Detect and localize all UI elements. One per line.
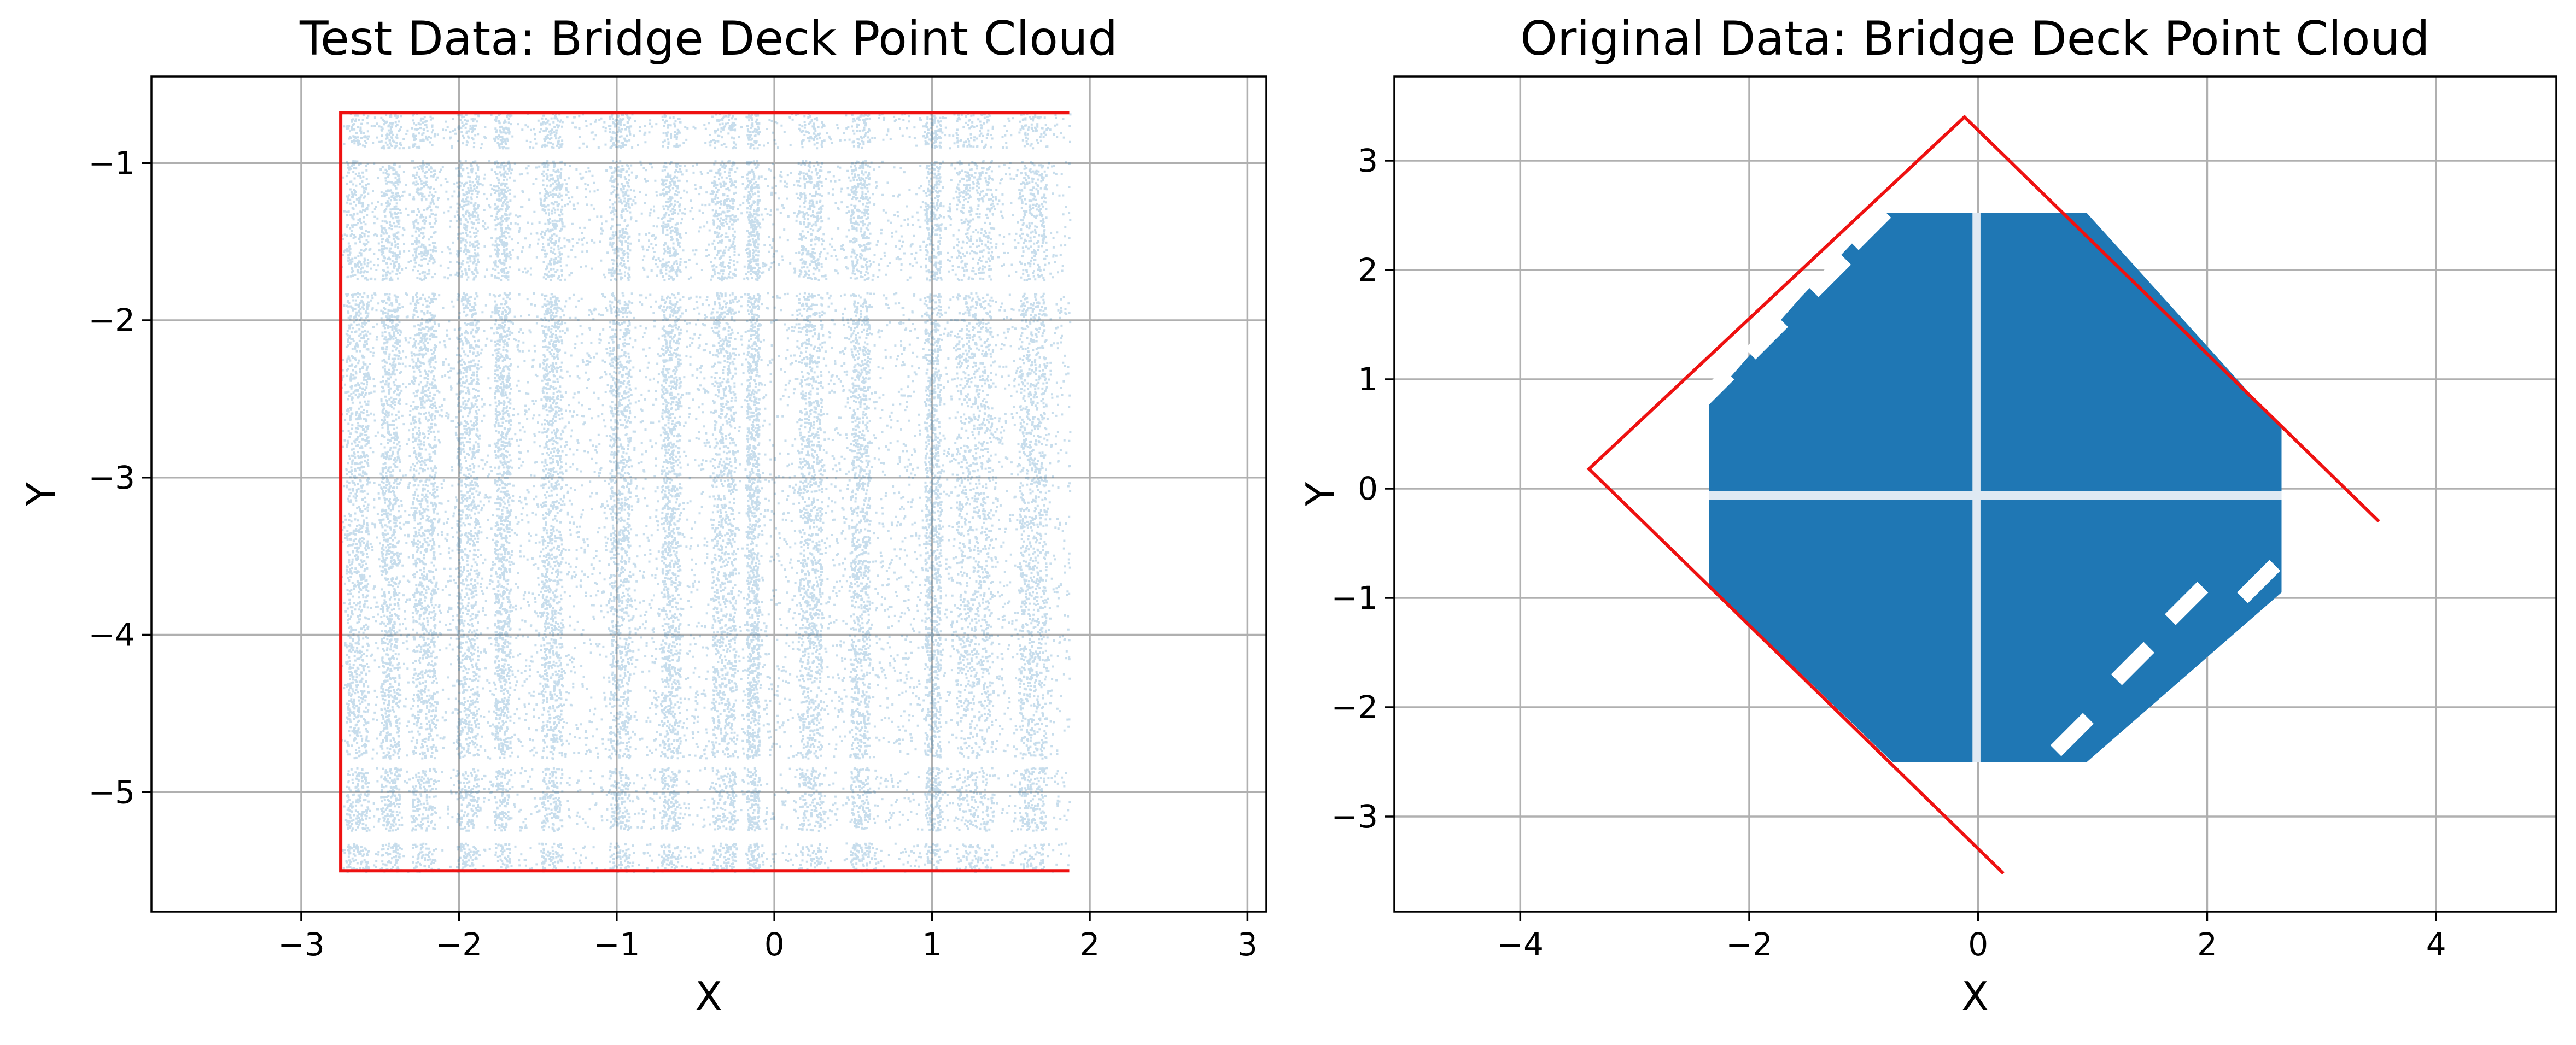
y-tick-label: 0 bbox=[1358, 470, 1378, 507]
right-y-axis-label: Y bbox=[1298, 482, 1344, 507]
point-gap bbox=[1972, 213, 1981, 762]
x-tick-label: 4 bbox=[2426, 926, 2446, 963]
left-chart: −3 −2 −1 0 1 2 3 −5 −4 −3 −2 −1 Test Data: Bridge … bbox=[18, 11, 1267, 1019]
y-tick-label: 3 bbox=[1358, 142, 1378, 179]
point-notch bbox=[1744, 316, 1789, 360]
point-notch bbox=[2237, 560, 2281, 603]
right-axes-frame bbox=[1393, 75, 2557, 913]
y-tick-label: −3 bbox=[89, 459, 136, 496]
left-grid bbox=[151, 77, 1266, 912]
x-tick-label: 2 bbox=[1080, 926, 1100, 963]
y-tick-label: −5 bbox=[89, 773, 136, 811]
right-point-cloud bbox=[1691, 207, 2282, 762]
y-tick-label: −3 bbox=[1331, 798, 1378, 835]
left-point-cloud bbox=[341, 113, 1072, 873]
x-tick-label: −1 bbox=[593, 926, 640, 963]
x-tick-label: −2 bbox=[436, 926, 483, 963]
x-tick-label: 0 bbox=[764, 926, 785, 963]
right-x-ticks: −4 −2 0 2 4 bbox=[1497, 912, 2446, 963]
left-y-axis-label: Y bbox=[18, 482, 64, 507]
right-y-ticks: −3 −2 −1 0 1 2 3 bbox=[1331, 142, 1394, 835]
right-x-axis-label: X bbox=[1961, 973, 1988, 1019]
y-tick-label: −1 bbox=[89, 144, 136, 181]
point-notch bbox=[2165, 582, 2209, 625]
y-tick-label: 1 bbox=[1358, 361, 1378, 398]
point-notch bbox=[1807, 254, 1851, 297]
left-x-ticks: −3 −2 −1 0 1 2 3 bbox=[278, 912, 1258, 963]
right-chart: −4 −2 0 2 4 −3 −2 −1 0 1 2 3 Original Data: Bridge… bbox=[1298, 11, 2557, 1019]
x-tick-label: −4 bbox=[1497, 926, 1544, 963]
y-tick-label: −2 bbox=[1331, 689, 1378, 726]
point-notch bbox=[2111, 642, 2154, 685]
point-notch bbox=[1848, 207, 1891, 250]
x-tick-label: −3 bbox=[278, 926, 325, 963]
left-boundary-line bbox=[339, 111, 1070, 873]
left-chart-title: Test Data: Bridge Deck Point Cloud bbox=[299, 11, 1118, 66]
left-x-axis-label: X bbox=[695, 973, 722, 1019]
point-notch bbox=[2050, 713, 2094, 756]
point-gap bbox=[1709, 491, 2282, 500]
left-y-ticks: −5 −4 −3 −2 −1 bbox=[89, 144, 151, 811]
y-tick-label: 2 bbox=[1358, 251, 1378, 289]
point-notch bbox=[1691, 368, 1734, 412]
x-tick-label: 3 bbox=[1237, 926, 1258, 963]
right-chart-title: Original Data: Bridge Deck Point Cloud bbox=[1520, 11, 2429, 66]
scatter-points bbox=[341, 113, 1072, 873]
right-boundary-line bbox=[1586, 114, 2380, 875]
x-tick-label: −2 bbox=[1726, 926, 1773, 963]
scatter-points-dense bbox=[1709, 213, 2282, 762]
x-tick-label: 2 bbox=[2197, 926, 2217, 963]
x-tick-label: 1 bbox=[922, 926, 942, 963]
x-tick-label: 0 bbox=[1968, 926, 1988, 963]
y-tick-label: −2 bbox=[89, 302, 136, 339]
y-tick-label: −4 bbox=[89, 617, 136, 654]
y-tick-label: −1 bbox=[1331, 579, 1378, 617]
left-axes-frame bbox=[150, 75, 1267, 913]
